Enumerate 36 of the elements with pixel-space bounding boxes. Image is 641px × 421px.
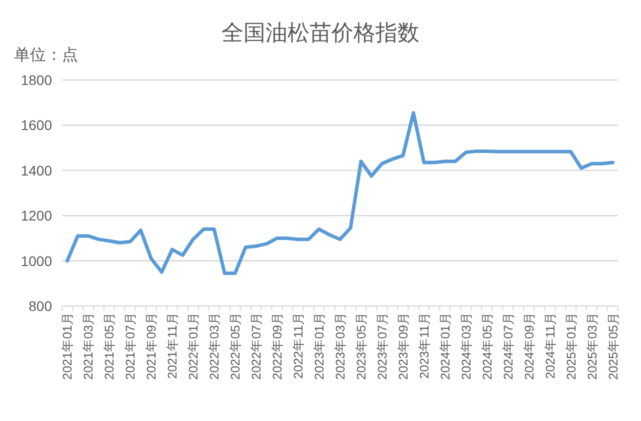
x-tick-label: 2021年11月 — [166, 312, 180, 379]
y-tick-label: 1800 — [20, 72, 52, 88]
chart-title: 全国油松苗价格指数 — [222, 20, 420, 45]
x-tick-label: 2024年05月 — [480, 312, 494, 380]
x-tick-label: 2022年01月 — [186, 312, 201, 380]
x-tick-label: 2023年05月 — [354, 312, 368, 380]
x-tick-label: 2022年03月 — [208, 312, 222, 380]
y-tick-label: 1200 — [20, 208, 52, 224]
x-tick-label: 2024年01月 — [438, 312, 452, 380]
x-tick-label: 2022年11月 — [292, 312, 306, 379]
x-tick-label: 2024年09月 — [522, 312, 536, 380]
x-tick-label: 2023年09月 — [396, 312, 410, 380]
y-tick-label: 1600 — [20, 117, 52, 134]
x-tick-label: 2022年09月 — [270, 312, 285, 380]
line-series — [65, 111, 615, 275]
x-tick-label: 2021年05月 — [102, 312, 117, 380]
x-tick-label: 2022年05月 — [228, 312, 243, 380]
x-tick-label: 2021年09月 — [144, 312, 159, 380]
x-tick-label: 2022年07月 — [250, 312, 264, 380]
x-tick-label: 2024年03月 — [459, 312, 474, 380]
x-tick-label: 2023年07月 — [375, 312, 390, 380]
x-tick-label: 2023年01月 — [312, 312, 327, 380]
y-tick-label: 1400 — [20, 162, 52, 178]
y-tick-label: 800 — [28, 298, 52, 314]
x-tick-label: 2023年11月 — [417, 312, 432, 379]
x-tick-label: 2021年01月 — [60, 312, 75, 380]
x-tick-label: 2021年03月 — [82, 312, 96, 380]
x-tick-label: 2021年07月 — [124, 312, 138, 380]
x-tick-label: 2025年01月 — [564, 312, 578, 380]
x-tick-label: 2024年07月 — [501, 312, 516, 380]
y-tick-label: 1000 — [20, 252, 52, 269]
x-tick-label: 2024年11月 — [543, 312, 558, 379]
x-tick-label: 2025年03月 — [585, 312, 600, 380]
y-axis-title: 单位：点 — [14, 46, 78, 64]
x-tick-label: 2023年03月 — [334, 312, 348, 380]
x-tick-label: 2025年05月 — [606, 312, 620, 380]
